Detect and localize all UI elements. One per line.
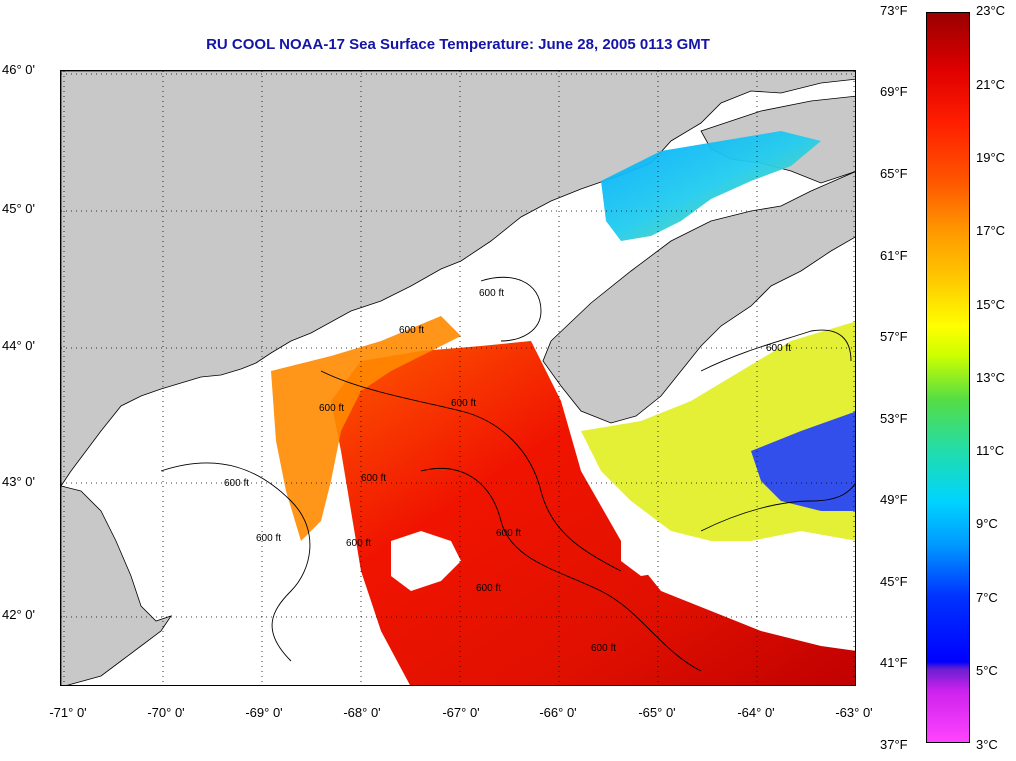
contour-label: 600 ft xyxy=(496,528,521,539)
colorbar-celsius-label: 7°C xyxy=(976,590,998,605)
colorbar-fahrenheit-label: 73°F xyxy=(880,3,908,18)
colorbar-celsius-label: 17°C xyxy=(976,223,1006,238)
contour-line-2 xyxy=(320,370,622,572)
contour-line-3 xyxy=(420,468,702,672)
colorbar-celsius-label: 19°C xyxy=(976,150,1006,165)
sst-map[interactable]: 600 ft 600 ft 600 ft 600 ft 600 ft 600 f… xyxy=(60,70,856,686)
colorbar-fahrenheit-label: 65°F xyxy=(880,166,908,181)
latitude-label: 45° 0' xyxy=(2,201,35,216)
colorbar-celsius-label: 3°C xyxy=(976,737,998,752)
land-cape-cod xyxy=(61,485,172,685)
colorbar-celsius-label: 13°C xyxy=(976,370,1006,385)
contour-line-4 xyxy=(480,276,542,342)
sst-map-svg: 600 ft 600 ft 600 ft 600 ft 600 ft 600 f… xyxy=(61,71,855,685)
contour-label: 600 ft xyxy=(224,478,249,489)
sst-cool-fundy xyxy=(601,131,821,241)
cloud-patch-2 xyxy=(621,531,681,576)
contour-label: 600 ft xyxy=(591,643,616,654)
colorbar-celsius-label: 11°C xyxy=(976,443,1005,458)
longitude-label: -66° 0' xyxy=(539,705,577,720)
colorbar-celsius-label: 5°C xyxy=(976,663,998,678)
contour-label: 600 ft xyxy=(451,398,476,409)
colorbar-fahrenheit-label: 57°F xyxy=(880,329,908,344)
latitude-label: 43° 0' xyxy=(2,474,35,489)
longitude-label: -69° 0' xyxy=(245,705,283,720)
land-mainland xyxy=(61,71,855,487)
latitude-label: 44° 0' xyxy=(2,338,35,353)
colorbar-celsius-label: 15°C xyxy=(976,297,1006,312)
colorbar-fahrenheit-label: 41°F xyxy=(880,655,908,670)
contour-label: 600 ft xyxy=(319,403,344,414)
colorbar-fahrenheit-label: 37°F xyxy=(880,737,908,752)
sst-warm-band xyxy=(331,341,855,685)
contour-label: 600 ft xyxy=(476,583,501,594)
colorbar-celsius-label: 9°C xyxy=(976,516,998,531)
contour-line-5 xyxy=(700,329,852,372)
contour-line-1 xyxy=(160,462,311,662)
contour-label: 600 ft xyxy=(361,473,386,484)
longitude-label: -70° 0' xyxy=(147,705,185,720)
colorbar-fahrenheit-label: 53°F xyxy=(880,411,908,426)
longitude-label: -65° 0' xyxy=(638,705,676,720)
sst-cold-east xyxy=(751,411,855,511)
longitude-label: -68° 0' xyxy=(343,705,381,720)
colorbar-fahrenheit-label: 45°F xyxy=(880,574,908,589)
sst-orange-fringe xyxy=(271,316,461,541)
longitude-label: -67° 0' xyxy=(442,705,480,720)
colorbar-celsius-label: 21°C xyxy=(976,77,1006,92)
cloud-patch-1 xyxy=(391,531,461,591)
temperature-colorbar xyxy=(926,12,970,743)
contour-label: 600 ft xyxy=(479,288,504,299)
contour-label: 600 ft xyxy=(766,343,791,354)
map-title: RU COOL NOAA-17 Sea Surface Temperature:… xyxy=(206,36,710,53)
longitude-label: -64° 0' xyxy=(737,705,775,720)
longitude-label: -71° 0' xyxy=(49,705,87,720)
contour-label: 600 ft xyxy=(346,538,371,549)
colorbar-fahrenheit-label: 69°F xyxy=(880,84,908,99)
colorbar-fahrenheit-label: 49°F xyxy=(880,492,908,507)
latitude-label: 46° 0' xyxy=(2,62,35,77)
colorbar-fahrenheit-label: 61°F xyxy=(880,248,908,263)
longitude-label: -63° 0' xyxy=(835,705,873,720)
colorbar-celsius-label: 23°C xyxy=(976,3,1006,18)
contour-line-6 xyxy=(700,483,855,532)
latitude-label: 42° 0' xyxy=(2,607,35,622)
contour-label: 600 ft xyxy=(399,325,424,336)
land-nova-scotia xyxy=(542,171,855,424)
contour-label: 600 ft xyxy=(256,533,281,544)
